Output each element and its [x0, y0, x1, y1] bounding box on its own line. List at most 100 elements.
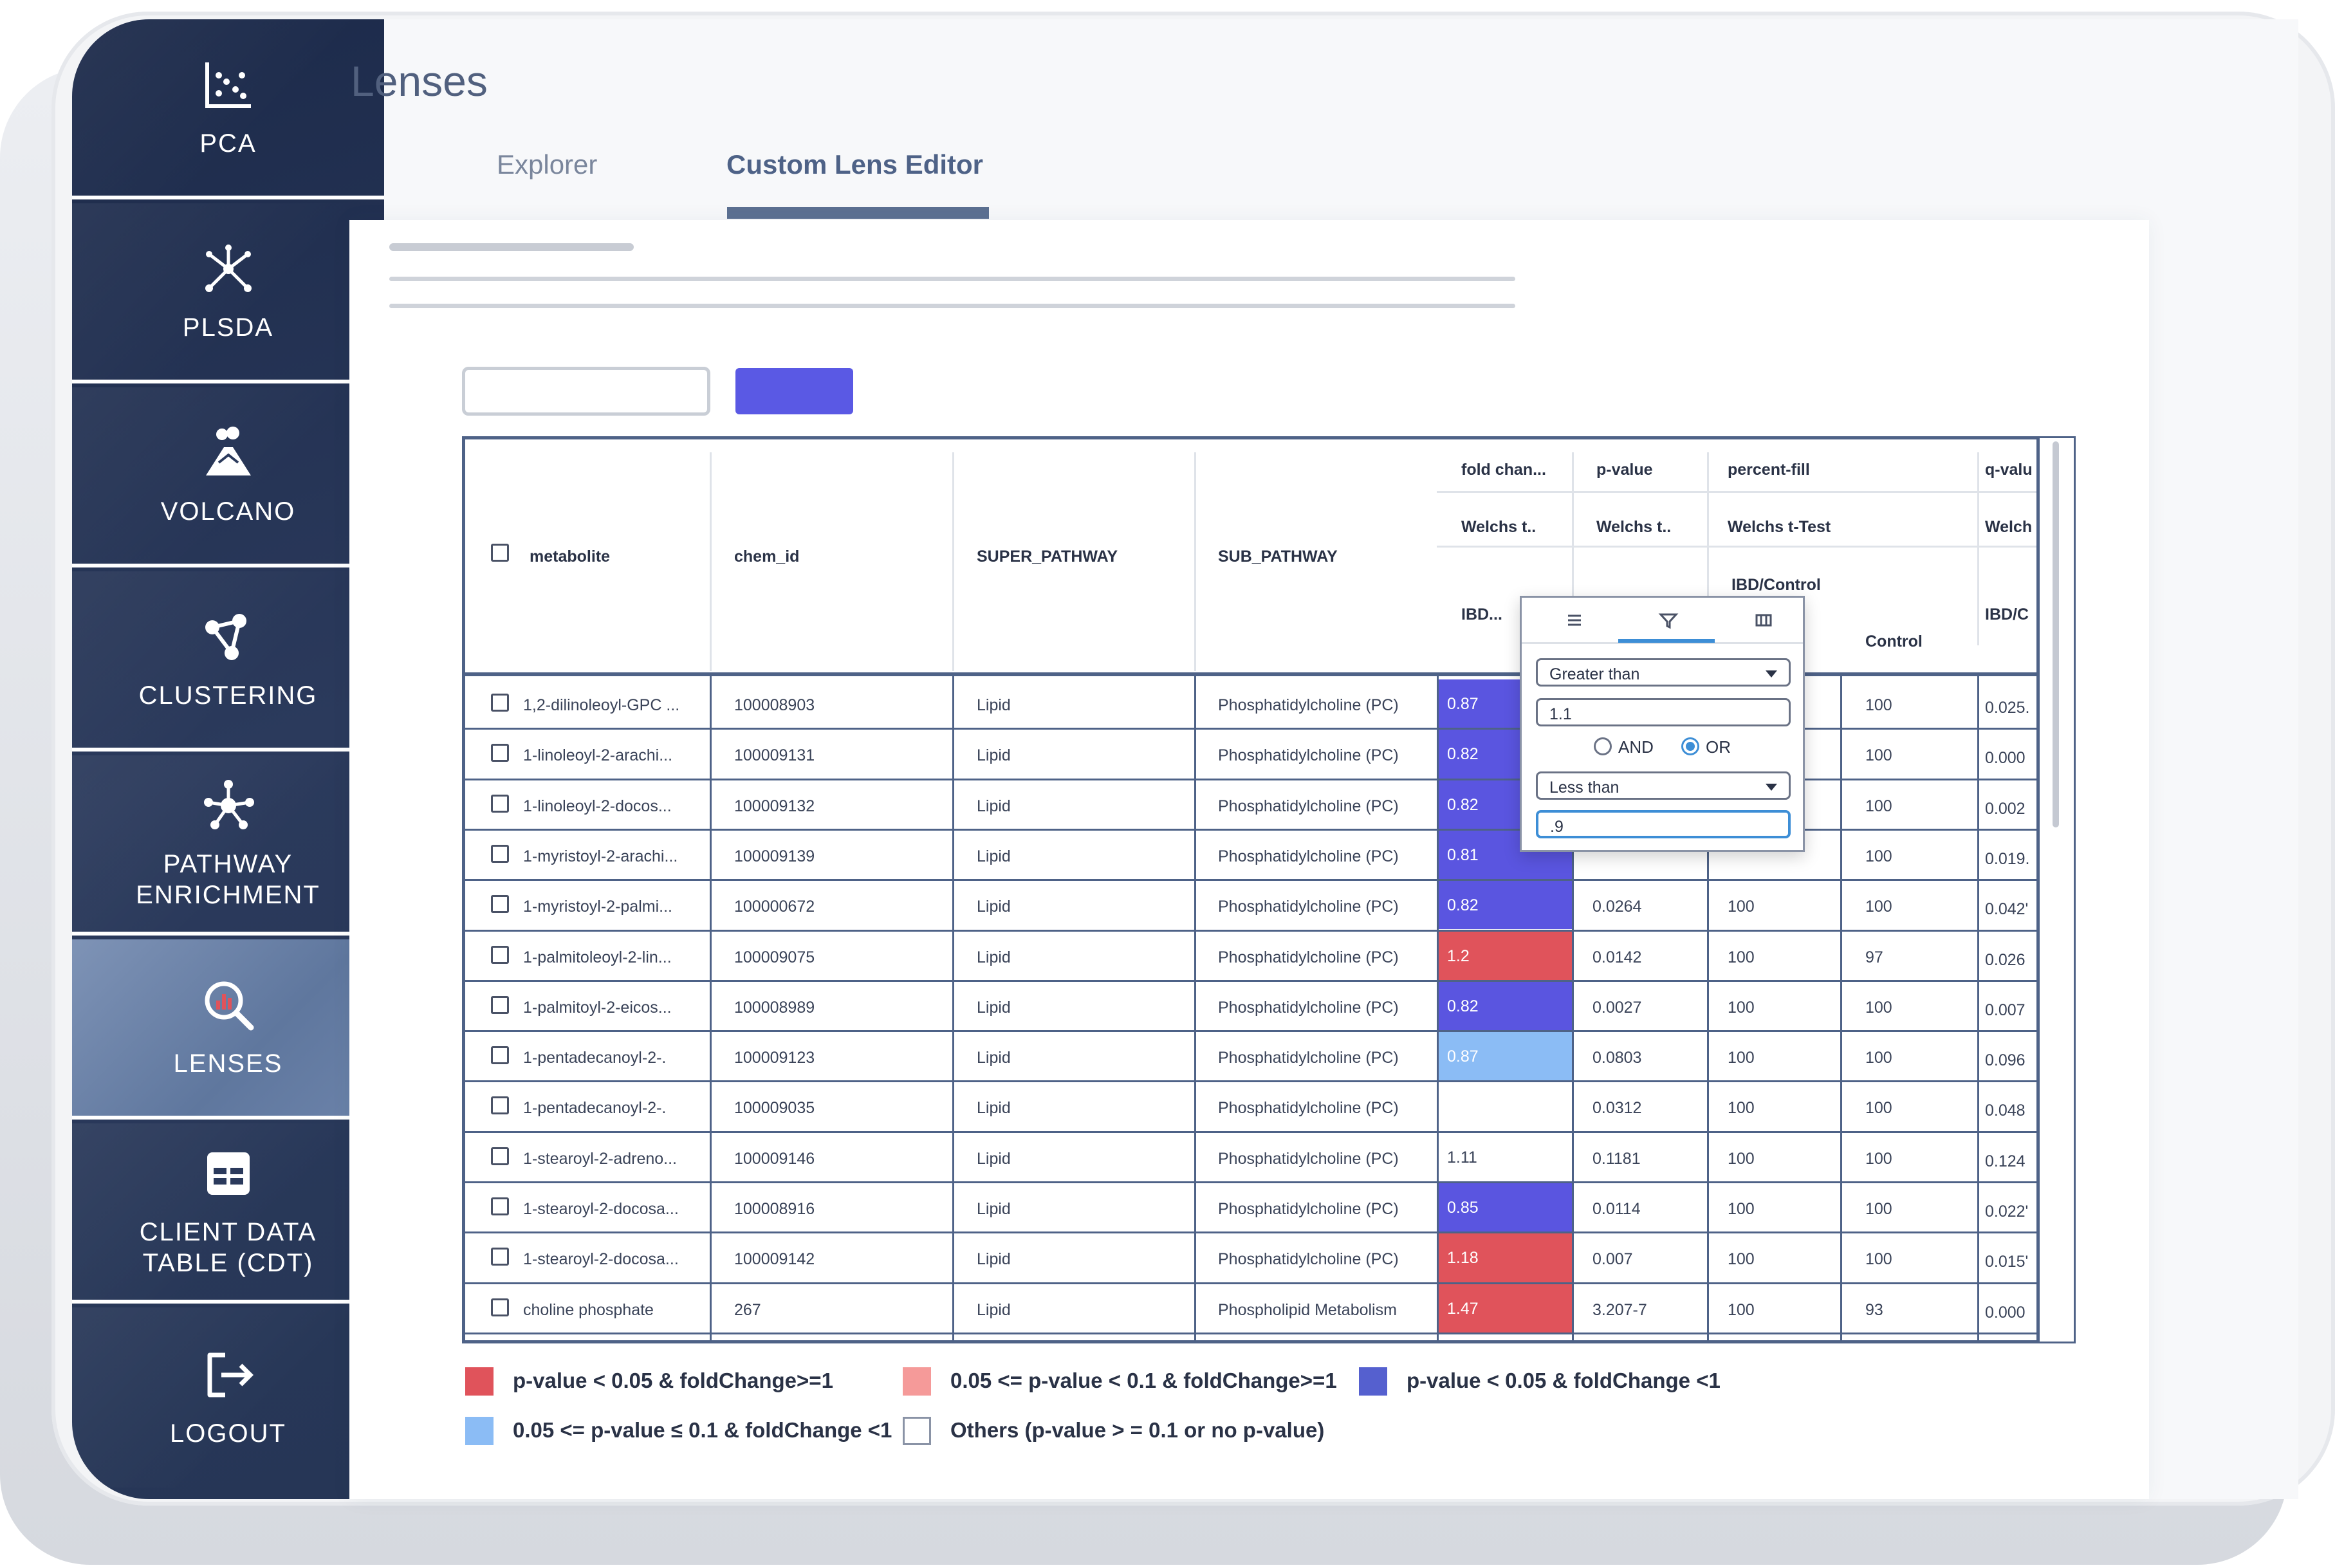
column-subheader-ibd: IBD...	[1461, 605, 1502, 623]
cell-super-pathway: Lipid	[977, 1250, 1011, 1269]
column-divider	[710, 676, 712, 1340]
tab-explorer[interactable]: Explorer	[497, 149, 598, 180]
or-radio[interactable]	[1681, 737, 1699, 755]
cell-control: 100	[1865, 1099, 1892, 1118]
legend-swatch	[465, 1367, 494, 1396]
header-divider	[1437, 491, 2036, 493]
row-checkbox[interactable]	[491, 1197, 509, 1215]
sidebar-item-clustering[interactable]: CLUSTERING	[72, 571, 384, 752]
column-subheader-welchs: Welchs t-Test	[1728, 518, 1831, 536]
row-checkbox[interactable]	[491, 744, 509, 762]
cell-sub-pathway: Phosphatidylcholine (PC)	[1218, 1049, 1399, 1067]
magnifier-chart-icon	[199, 976, 257, 1034]
header-divider	[1977, 452, 1979, 645]
sidebar-item-label: CLUSTERING	[138, 681, 318, 710]
sidebar-item-plsda[interactable]: PLSDA	[72, 203, 384, 383]
sidebar-item-pca[interactable]: PCA	[72, 19, 384, 199]
cell-super-pathway: Lipid	[977, 998, 1011, 1017]
sidebar-item-volcano[interactable]: VOLCANO	[72, 387, 384, 567]
row-checkbox[interactable]	[491, 945, 509, 964]
cell-super-pathway: Lipid	[977, 696, 1011, 714]
molecule-network-icon	[199, 240, 257, 298]
row-checkbox[interactable]	[491, 1147, 509, 1165]
cell-control: 100	[1865, 898, 1892, 916]
cell-percent-fill: 100	[1728, 1149, 1755, 1168]
cell-control: 100	[1865, 746, 1892, 765]
legend-label: p-value < 0.05 & foldChange>=1	[513, 1369, 833, 1392]
column-header-percent-fill[interactable]: percent-fill	[1728, 461, 1810, 479]
header-divider	[710, 452, 712, 671]
sidebar-item-logout[interactable]: LOGOUT	[72, 1307, 384, 1488]
cell-p-value: 0.0114	[1592, 1200, 1641, 1218]
cell-metabolite: 1-stearoyl-2-docosa...	[523, 1250, 679, 1269]
row-checkbox[interactable]	[491, 895, 509, 914]
lens-name-input[interactable]	[462, 367, 710, 416]
column-header-fold-change[interactable]: fold chan...	[1461, 461, 1546, 479]
cell-percent-fill: 100	[1728, 998, 1755, 1017]
data-table-icon	[199, 1145, 257, 1203]
legend-label: 0.05 <= p-value < 0.1 & foldChange>=1	[950, 1369, 1337, 1392]
tab-custom-lens-editor[interactable]: Custom Lens Editor	[726, 149, 984, 180]
row-checkbox[interactable]	[491, 1248, 509, 1266]
cell-p-value: 0.0264	[1592, 898, 1642, 916]
loading-placeholder	[389, 277, 1515, 281]
row-checkbox[interactable]	[491, 694, 509, 712]
condition-2-value-input[interactable]: .9	[1536, 810, 1791, 838]
row-checkbox[interactable]	[491, 1096, 509, 1115]
cell-fold-change: 1.18	[1437, 1233, 1572, 1282]
cell-control: 100	[1865, 696, 1892, 714]
fold-change-value: 1.11	[1447, 1148, 1477, 1167]
row-divider	[465, 728, 2036, 730]
column-header-metabolite[interactable]: metabolite	[530, 548, 611, 566]
column-header-chem-id[interactable]: chem_id	[734, 548, 800, 566]
row-checkbox[interactable]	[491, 1298, 509, 1316]
filter-icon[interactable]	[1656, 609, 1681, 631]
scatter-plot-icon	[199, 56, 257, 114]
apply-button[interactable]	[735, 368, 853, 414]
column-header-super-pathway[interactable]: SUPER_PATHWAY	[977, 548, 1118, 566]
volcano-icon	[199, 424, 257, 482]
column-divider	[952, 676, 954, 1340]
cell-control: 100	[1865, 1200, 1892, 1218]
fold-change-value: 0.87	[1447, 695, 1479, 713]
column-header-p-value[interactable]: p-value	[1596, 461, 1653, 479]
logout-icon	[199, 1346, 257, 1404]
column-subheader-ibd-control: IBD/Control	[1731, 576, 1821, 594]
row-divider	[465, 1181, 2036, 1183]
cell-chem-id: 100009132	[734, 797, 815, 815]
row-checkbox[interactable]	[491, 844, 509, 863]
sidebar-item-lenses[interactable]: LENSES	[72, 939, 384, 1120]
cell-metabolite: 1-myristoyl-2-arachi...	[523, 847, 678, 865]
popup-tab-bar	[1522, 598, 1803, 644]
cell-q-value: 0.019.	[1985, 849, 2030, 868]
sidebar-item-label: PLSDA	[182, 313, 274, 342]
sidebar-item-pathway-enrichment[interactable]: PATHWAY ENRICHMENT	[72, 755, 384, 936]
column-divider	[1437, 676, 1439, 1340]
cell-chem-id: 100009139	[734, 847, 815, 865]
and-radio[interactable]	[1594, 737, 1612, 755]
and-label: AND	[1618, 737, 1654, 757]
cell-p-value: 0.0027	[1592, 998, 1642, 1017]
fold-change-value: 0.82	[1447, 997, 1479, 1015]
column-header-sub-pathway[interactable]: SUB_PATHWAY	[1218, 548, 1338, 566]
row-checkbox[interactable]	[491, 794, 509, 813]
row-checkbox[interactable]	[491, 1046, 509, 1065]
cell-sub-pathway: Phosphatidylcholine (PC)	[1218, 1250, 1399, 1269]
sidebar-item-label: VOLCANO	[160, 497, 296, 526]
condition-1-select[interactable]: Greater than	[1536, 658, 1791, 687]
column-header-q-value[interactable]: q-valu	[1985, 461, 2033, 479]
cell-percent-fill: 100	[1728, 1049, 1755, 1067]
column-subheader-welchs: Welchs t..	[1596, 518, 1672, 536]
data-table: metabolite chem_id SUPER_PATHWAY SUB_PATHWA…	[462, 436, 2040, 1343]
header-select-all-checkbox[interactable]	[491, 544, 509, 562]
sidebar-item-client-data-table[interactable]: CLIENT DATA TABLE (CDT)	[72, 1123, 384, 1304]
columns-icon[interactable]	[1751, 609, 1777, 631]
row-checkbox[interactable]	[491, 995, 509, 1014]
condition-1-value-input[interactable]: 1.1	[1536, 698, 1791, 726]
legend-swatch	[465, 1417, 494, 1445]
table-scrollbar[interactable]	[2053, 441, 2059, 827]
condition-2-select[interactable]: Less than	[1536, 771, 1791, 800]
column-subheader-ibd: IBD/C	[1985, 605, 2029, 623]
menu-icon[interactable]	[1562, 609, 1587, 631]
cell-fold-change: 1.47	[1437, 1284, 1572, 1333]
